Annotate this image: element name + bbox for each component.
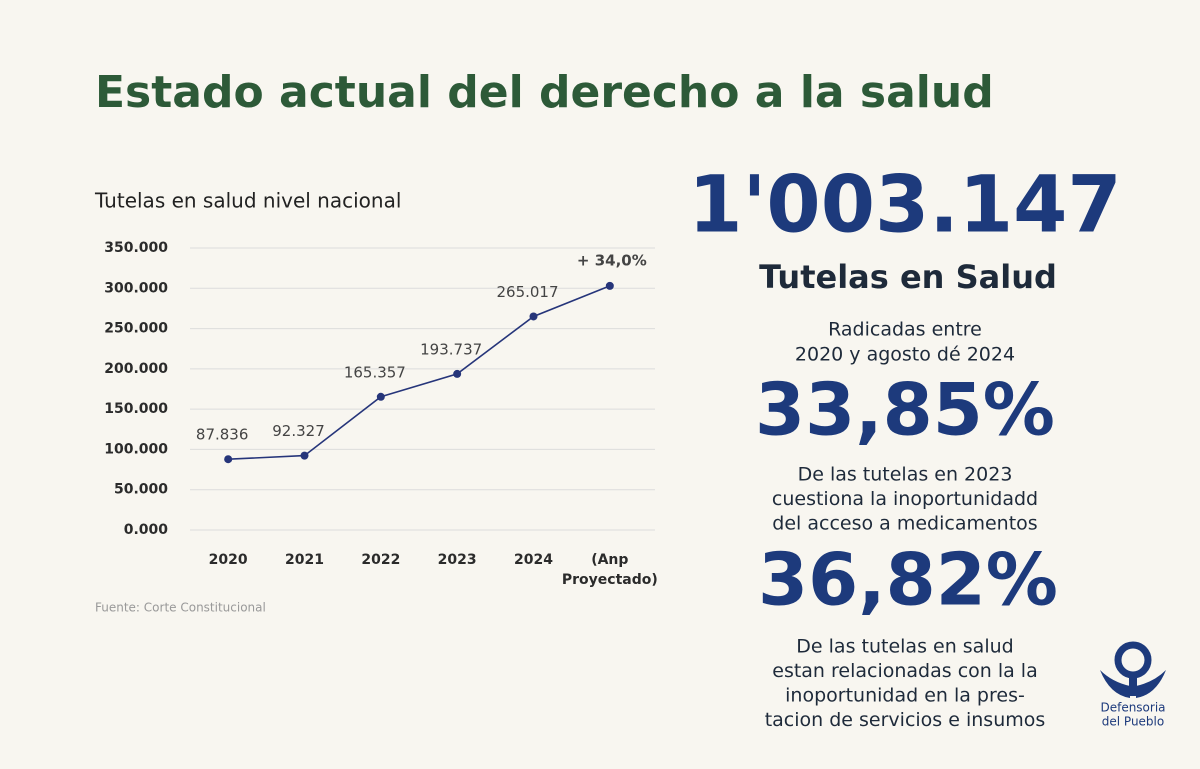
- point: [453, 369, 462, 378]
- x-tick-label: 2021: [285, 552, 324, 568]
- total-label: Tutelas en Salud: [759, 258, 1057, 296]
- y-tick-label: 50.000: [114, 482, 168, 498]
- panel-text: cuestiona la inoportunidadd: [772, 488, 1038, 510]
- x-tick-label: 2023: [438, 552, 477, 568]
- logo-icon: [1100, 641, 1166, 698]
- panel-text: Radicadas entre: [828, 319, 982, 341]
- point: [300, 451, 309, 460]
- panel-text: tacion de servicios e insumos: [765, 709, 1046, 731]
- y-tick-label: 200.000: [104, 361, 168, 377]
- chart-subtitle: Tutelas en salud nivel nacional: [94, 189, 401, 213]
- logo-text: Defensoria: [1100, 701, 1165, 715]
- x-tick-label: 2020: [209, 552, 248, 568]
- x-tick-label: (Anp Proyectado): [562, 552, 658, 588]
- source: Fuente: Corte Constitucional: [95, 601, 266, 615]
- point: [224, 455, 233, 464]
- stat: 33,85%: [755, 368, 1055, 452]
- panel-text: del acceso a medicamentos: [772, 513, 1037, 535]
- data-label: 265.017: [496, 283, 558, 301]
- x-tick-label: 2024: [514, 552, 553, 568]
- data-label: 165.357: [344, 363, 406, 381]
- y-tick-label: 250.000: [104, 321, 168, 337]
- stat: 36,82%: [758, 538, 1058, 622]
- x-tick-label-line: Proyectado): [562, 572, 658, 588]
- point: [605, 281, 614, 290]
- x-tick-label: 2022: [361, 552, 400, 568]
- data-label: 87.836: [196, 426, 249, 444]
- title: Estado actual del derecho a la salud: [95, 67, 994, 118]
- data-label: 92.327: [272, 422, 325, 440]
- x-tick-label-line: (Anp: [591, 552, 628, 568]
- panel-text: De las tutelas en 2023: [798, 464, 1013, 486]
- y-tick-label: 150.000: [104, 401, 168, 417]
- y-tick-label: 0.000: [124, 522, 169, 538]
- panel-text: De las tutelas en salud: [796, 636, 1013, 658]
- total: 1'003.147: [688, 160, 1121, 250]
- annotation: + 34,0%: [577, 251, 647, 269]
- y-tick-label: 350.000: [104, 240, 168, 256]
- panel-text: inoportunidad en la pres-: [785, 685, 1025, 707]
- y-tick-label: 100.000: [104, 441, 168, 457]
- point: [529, 312, 538, 321]
- point: [376, 392, 385, 401]
- line: [228, 285, 611, 461]
- data-label: 193.737: [420, 340, 482, 358]
- logo-text: del Pueblo: [1102, 715, 1164, 729]
- panel-text: 2020 y agosto dé 2024: [795, 344, 1015, 366]
- panel-text: estan relacionadas con la la: [772, 660, 1037, 682]
- y-tick-label: 300.000: [104, 280, 168, 296]
